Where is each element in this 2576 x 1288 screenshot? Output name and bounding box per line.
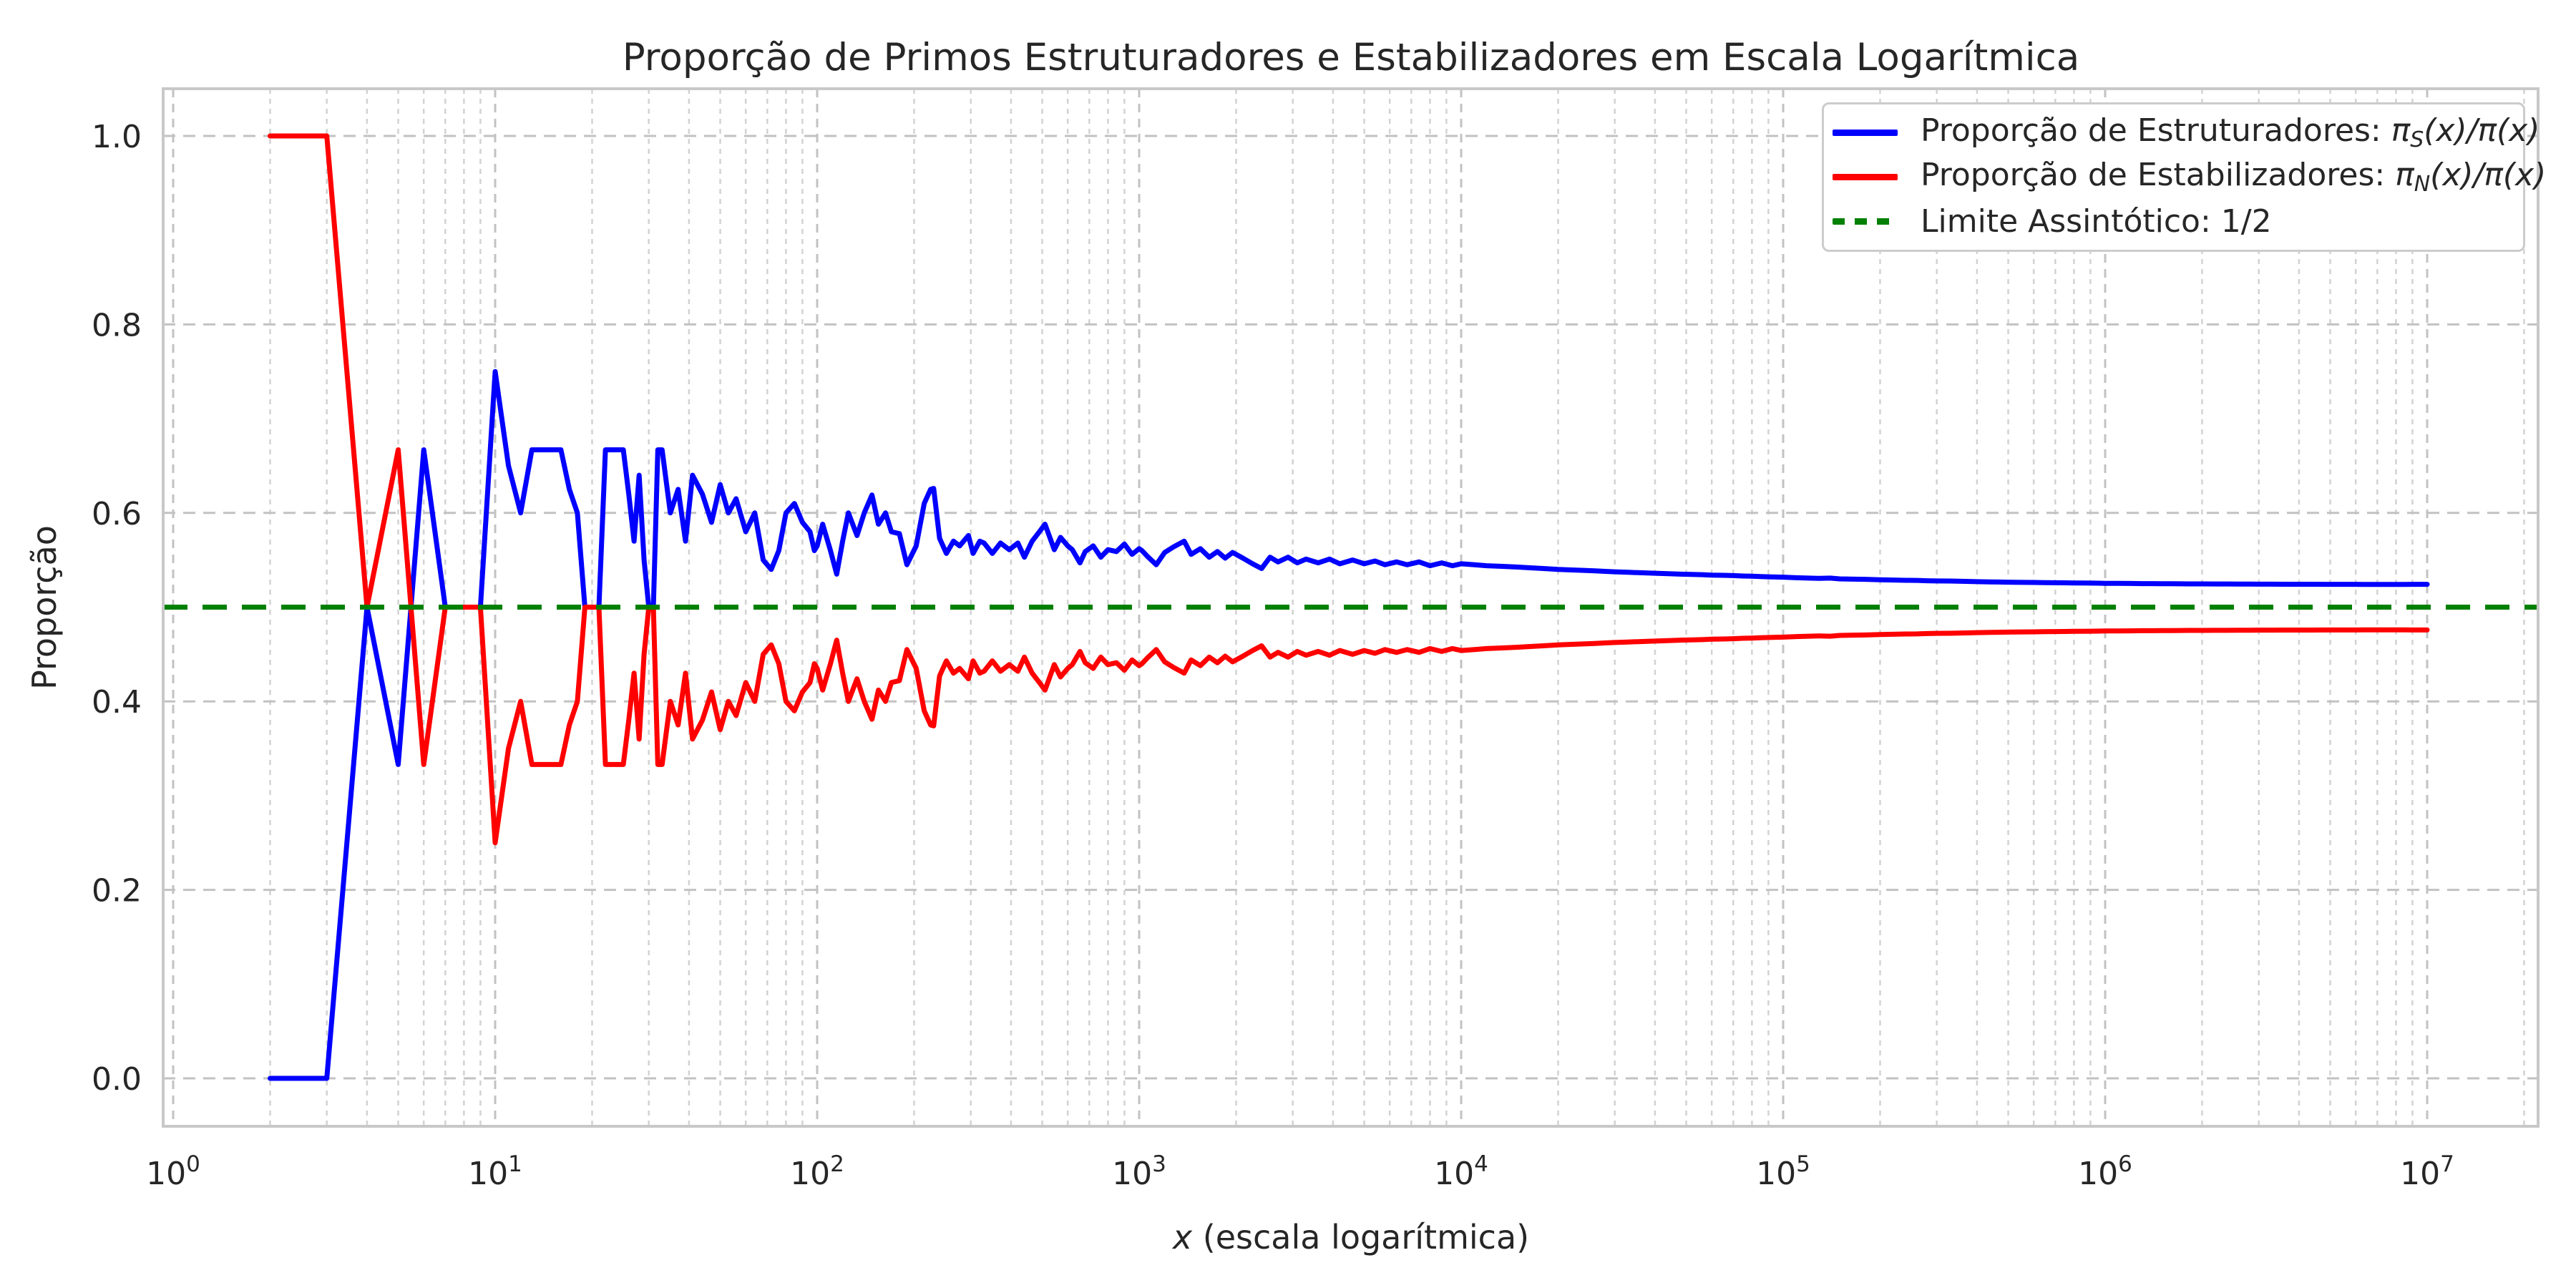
- legend-label: Proporção de Estruturadores: πS(x)/π(x): [1921, 112, 2540, 153]
- legend-swatch-green-dashed-line: [1833, 218, 1898, 225]
- legend-swatch-red-line: [1833, 173, 1898, 180]
- series-line-estruturadores: [268, 369, 2430, 1081]
- y-tick-label: 1.0: [92, 119, 142, 155]
- chart-title: Proporção de Primos Estruturadores e Est…: [622, 36, 2080, 79]
- legend: Proporção de Estruturadores: πS(x)/π(x) …: [1822, 102, 2546, 252]
- y-axis-label: Proporção: [25, 525, 64, 690]
- x-axis-label-text: (escala logarítmica): [1192, 1218, 1530, 1257]
- x-axis-label: x (escala logarítmica): [1173, 1218, 1529, 1257]
- legend-label: Limite Assintótico: 1/2: [1921, 203, 2272, 240]
- legend-item-estabilizadores: Proporção de Estabilizadores: πN(x)/π(x): [1833, 155, 2546, 198]
- y-tick-label: 0.4: [92, 684, 142, 721]
- y-tick-label: 0.2: [92, 873, 142, 909]
- y-tick-label: 0.0: [92, 1061, 142, 1098]
- plot-border: [162, 87, 2540, 1128]
- x-tick-label: 102: [790, 1151, 844, 1192]
- y-tick-label: 0.6: [92, 496, 142, 532]
- y-tick-label: 0.8: [92, 307, 142, 343]
- legend-label: Proporção de Estabilizadores: πN(x)/π(x): [1921, 157, 2547, 197]
- series-line-estabilizadores: [268, 133, 2430, 846]
- x-axis-label-variable: x: [1172, 1218, 1193, 1257]
- legend-item-limite: Limite Assintótico: 1/2: [1833, 200, 2523, 243]
- legend-item-estruturadores: Proporção de Estruturadores: πS(x)/π(x): [1833, 111, 2540, 154]
- legend-swatch-blue-line: [1833, 129, 1898, 136]
